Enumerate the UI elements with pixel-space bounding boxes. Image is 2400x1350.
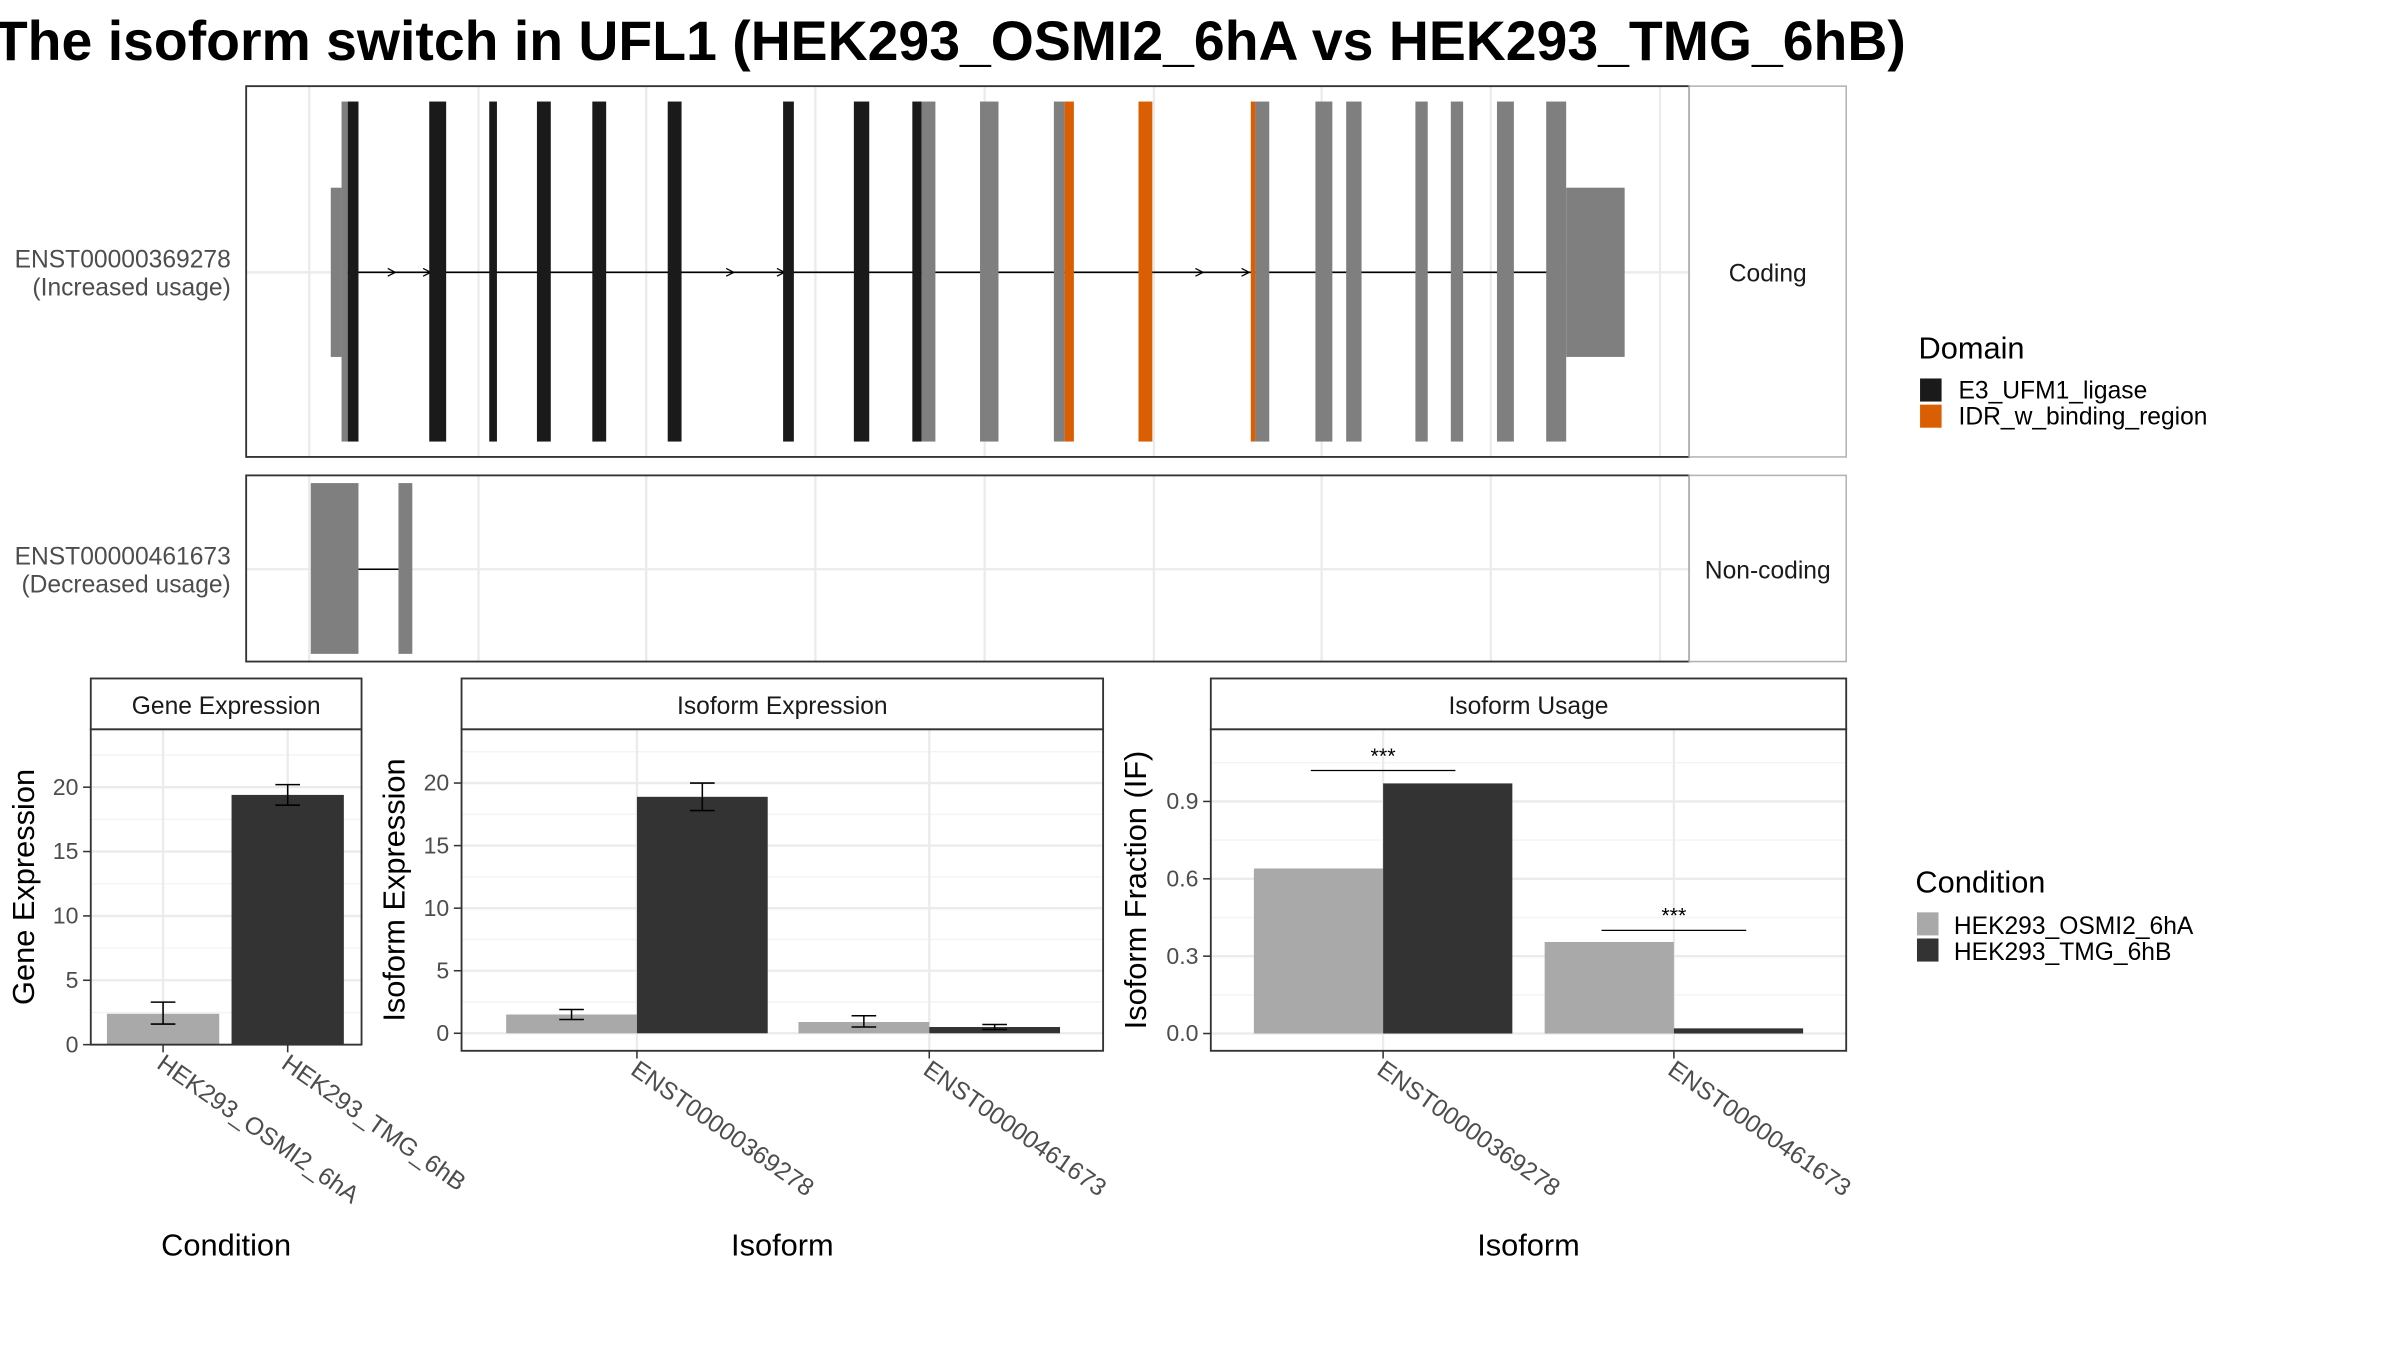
domain-legend: Domain E3_UFM1_ligase IDR_w_binding_regi…	[1919, 330, 2208, 430]
condition-legend-swatch-tmg	[1916, 938, 1939, 962]
exon-block	[592, 101, 607, 442]
y-tick-label: 10	[53, 903, 79, 929]
x-tick-label: ENST00000461673	[1663, 1056, 1856, 1202]
domain-legend-title: Domain	[1919, 330, 2025, 365]
intron-direction-arrow	[725, 267, 736, 277]
facet-strip	[1209, 677, 1848, 731]
exon-block	[783, 101, 794, 442]
y-tick-label: 10	[424, 895, 450, 921]
y-axis-title: Gene Expression	[6, 769, 41, 1005]
intron-direction-arrow	[1195, 267, 1205, 277]
exon-block	[1415, 101, 1428, 442]
bar-hek293-tmg-6hb-enst00000369278	[636, 796, 768, 1034]
condition-legend-label-tmg: HEK293_TMG_6hB	[1954, 939, 2171, 966]
y-tick-label: 0.0	[1166, 1020, 1198, 1046]
exon-block	[1450, 101, 1464, 442]
y-axis-title: Isoform Expression	[377, 758, 412, 1021]
bar-hek293-osmi2-6ha-enst00000461673	[1544, 941, 1674, 1034]
y-tick-label: 0	[66, 1031, 79, 1057]
y-tick-label: 0	[436, 1020, 449, 1046]
domain-legend-label-e3: E3_UFM1_ligase	[1959, 377, 2148, 404]
significance-label: ***	[1661, 904, 1687, 928]
x-axis-title: Isoform	[1477, 1227, 1580, 1262]
exon-block	[341, 101, 348, 442]
exon-block	[310, 483, 359, 654]
y-tick-label: 15	[424, 832, 450, 858]
x-axis-title: Condition	[161, 1227, 291, 1262]
exon-block	[1255, 101, 1270, 442]
bar-hek293-tmg-6hb-enst00000461673	[1673, 1028, 1804, 1034]
x-tick-label: ENST00000461673	[918, 1056, 1111, 1202]
domain-legend-swatch-e3	[1920, 378, 1942, 402]
bar-hek293-tmg-6hb-hek293-tmg-6hb	[231, 794, 344, 1045]
exon-block	[429, 101, 447, 442]
x-tick-label: HEK293_OSMI2_6hA	[152, 1050, 364, 1210]
domain-legend-swatch-idr	[1920, 404, 1942, 428]
exon-block	[667, 101, 682, 442]
facet-strip	[460, 677, 1105, 731]
exon-block	[330, 187, 342, 357]
structure-strip	[1688, 85, 1847, 458]
isoform-row-label: ENST00000369278	[15, 247, 231, 274]
exon-block	[347, 101, 359, 442]
exon-block	[398, 483, 413, 654]
y-tick-label: 20	[424, 770, 450, 796]
facet-strip-title: Isoform Usage	[1448, 693, 1608, 720]
exon-block	[1346, 101, 1362, 442]
isoform-structure-panel: Coding ENST00000369278(Increased usage) No…	[15, 85, 1847, 663]
x-tick-label: ENST00000369278	[1372, 1056, 1565, 1202]
y-tick-label: 5	[436, 957, 449, 983]
intron-direction-arrow	[387, 267, 397, 277]
x-axis-title: Isoform	[731, 1227, 834, 1262]
significance-label: ***	[1371, 744, 1397, 768]
isoform-row-label: ENST00000461673	[15, 544, 231, 571]
exon-block	[1250, 101, 1256, 442]
bar-hek293-osmi2-6ha-enst00000369278	[506, 1014, 637, 1034]
bar-hek293-tmg-6hb-enst00000369278	[1383, 783, 1513, 1034]
exon-block	[1496, 101, 1514, 442]
intron-direction-arrow	[1241, 267, 1251, 277]
exon-block	[489, 101, 497, 442]
y-tick-label: 0.6	[1166, 865, 1198, 891]
facet-strip-title: Gene Expression	[132, 693, 321, 720]
isoform-expression-chart: Isoform Expression 0 5 10 15 20 ENST0000036927…	[377, 677, 1111, 1262]
condition-legend: Condition HEK293_OSMI2_6hA HEK293_TMG_6h…	[1915, 864, 2193, 966]
exon-block	[980, 101, 999, 442]
y-axis-title: Isoform Fraction (IF)	[1118, 751, 1153, 1030]
domain-legend-label-idr: IDR_w_binding_region	[1959, 404, 2208, 431]
exon-block	[921, 101, 936, 442]
structure-strip	[1688, 474, 1847, 663]
exon-block	[912, 101, 922, 442]
exon-block	[536, 101, 551, 442]
exon-block	[853, 101, 870, 442]
y-tick-label: 15	[53, 838, 79, 864]
exon-block	[1566, 187, 1625, 357]
condition-legend-title: Condition	[1915, 864, 2045, 899]
condition-legend-label-osmi2: HEK293_OSMI2_6hA	[1954, 913, 2194, 940]
y-tick-label: 0.9	[1166, 788, 1198, 814]
facet-strip	[89, 677, 363, 731]
exon-block	[1546, 101, 1567, 442]
y-tick-label: 5	[66, 967, 79, 993]
isoform-usage-chart: *** *** Isoform Usage 0.0 0.3 0.6 0.9 ENST00000…	[1118, 677, 1856, 1262]
y-tick-label: 20	[53, 774, 79, 800]
condition-legend-swatch-osmi2	[1916, 912, 1939, 936]
structure-strip-label: Coding	[1729, 261, 1807, 288]
isoform-row-usage: (Increased usage)	[32, 274, 230, 301]
isoform-row-usage: (Decreased usage)	[21, 571, 230, 598]
exon-block	[1053, 101, 1065, 442]
figure-title: The isoform switch in UFL1 (HEK293_OSMI2…	[0, 10, 1906, 72]
exon-block	[1064, 101, 1074, 442]
y-tick-label: 0.3	[1166, 943, 1198, 969]
structure-strip-label: Non-coding	[1705, 557, 1831, 584]
x-tick-label: ENST00000369278	[626, 1056, 819, 1202]
facet-strip-title: Isoform Expression	[677, 693, 888, 720]
exon-block	[1138, 101, 1153, 442]
exon-block	[1315, 101, 1333, 442]
bar-hek293-osmi2-6ha-enst00000369278	[1253, 868, 1384, 1034]
